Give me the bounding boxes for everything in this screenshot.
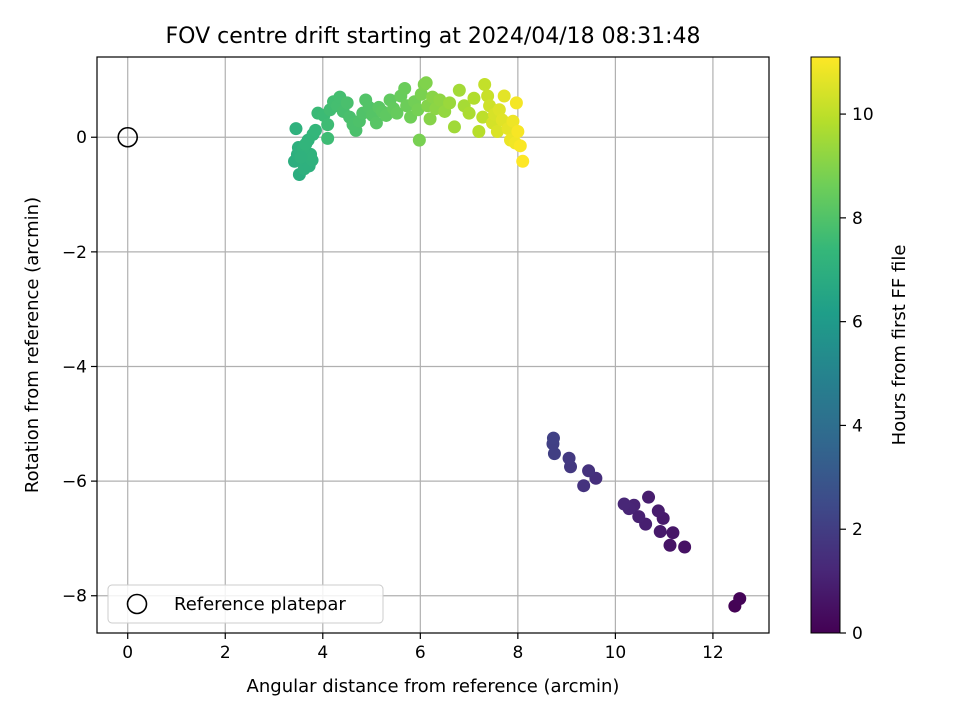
drift-point [447, 120, 461, 134]
drift-point [678, 540, 692, 554]
drift-point [632, 510, 646, 524]
legend-reference-marker [126, 593, 148, 615]
y-tick-label: −4 [62, 357, 87, 377]
drift-point [651, 504, 665, 518]
chart-title: FOV centre drift starting at 2024/04/18 … [166, 24, 701, 49]
drift-point [419, 76, 433, 90]
colorbar-tick-label: 0 [852, 624, 863, 644]
colorbar-tick-label: 6 [852, 313, 863, 333]
drift-point [423, 112, 437, 126]
plot-frame [96, 56, 770, 634]
drift-point [478, 78, 492, 92]
drift-point [562, 451, 576, 465]
drift-point [390, 106, 404, 120]
drift-point [546, 431, 560, 445]
drift-point [617, 497, 631, 511]
grid-lines [97, 57, 769, 633]
x-axis-label: Angular distance from reference (arcmin) [247, 676, 620, 697]
drift-point [467, 91, 481, 105]
drift-point [289, 122, 303, 136]
y-tick-label: −6 [62, 472, 87, 492]
colorbar-label: Hours from first FF file [889, 245, 910, 446]
drift-point [321, 131, 335, 145]
x-tick-label: 10 [605, 643, 627, 663]
y-tick-label: 0 [76, 128, 87, 148]
drift-point [511, 125, 525, 139]
drift-point [452, 83, 466, 97]
x-tick-label: 6 [415, 643, 426, 663]
drift-point [582, 464, 596, 478]
colorbar-tick-label: 2 [852, 520, 863, 540]
colorbar: 0 2 4 6 8 10 Hours from first FF file [810, 56, 910, 644]
colorbar-tick-label: 8 [852, 209, 863, 229]
drift-point [308, 123, 322, 137]
drift-point [577, 479, 591, 493]
drift-point [481, 89, 495, 103]
drift-point [476, 110, 490, 124]
data-points [288, 76, 747, 613]
drift-point [414, 87, 428, 101]
x-tick-label: 0 [122, 643, 133, 663]
colorbar-ticks: 0 2 4 6 8 10 [840, 105, 874, 644]
legend-entry-reference: Reference platepar [174, 594, 346, 615]
y-tick-label: −8 [62, 587, 87, 607]
colorbar-tick-label: 10 [852, 105, 874, 125]
legend-box [107, 584, 384, 624]
drift-point [733, 592, 747, 606]
colorbar-tick-label: 4 [852, 416, 863, 436]
x-tick-label: 2 [220, 643, 231, 663]
reference-platepar-marker [117, 126, 139, 148]
drift-point [490, 125, 504, 139]
drift-point [497, 89, 511, 103]
drift-point [462, 106, 476, 120]
y-axis-ticks: −8 −6 −4 −2 0 [62, 128, 97, 607]
x-axis-ticks: 0 2 4 6 8 10 12 [122, 633, 724, 663]
colorbar-gradient [810, 56, 841, 634]
drift-point [321, 118, 335, 132]
y-tick-label: −2 [62, 243, 87, 263]
drift-point [294, 150, 308, 164]
drift-point [412, 133, 426, 147]
drift-point [443, 96, 457, 110]
drift-point [369, 116, 383, 130]
drift-point [492, 103, 506, 117]
drift-point [653, 525, 667, 539]
drift-point [299, 137, 313, 151]
drift-point [411, 103, 425, 117]
drift-point [472, 125, 486, 139]
drift-point [642, 490, 656, 504]
drift-point [433, 93, 447, 107]
drift-point [516, 154, 530, 168]
y-axis-label: Rotation from reference (arcmin) [22, 197, 43, 493]
drift-point [547, 447, 561, 461]
x-tick-label: 12 [702, 643, 724, 663]
x-tick-label: 4 [317, 643, 328, 663]
legend: Reference platepar [107, 584, 384, 624]
drift-point [666, 526, 680, 540]
drift-point [398, 82, 412, 96]
drift-point [663, 538, 677, 552]
drift-point [340, 96, 354, 110]
x-tick-label: 8 [512, 643, 523, 663]
drift-point [509, 96, 523, 110]
drift-point [506, 114, 520, 128]
drift-point [513, 139, 527, 153]
